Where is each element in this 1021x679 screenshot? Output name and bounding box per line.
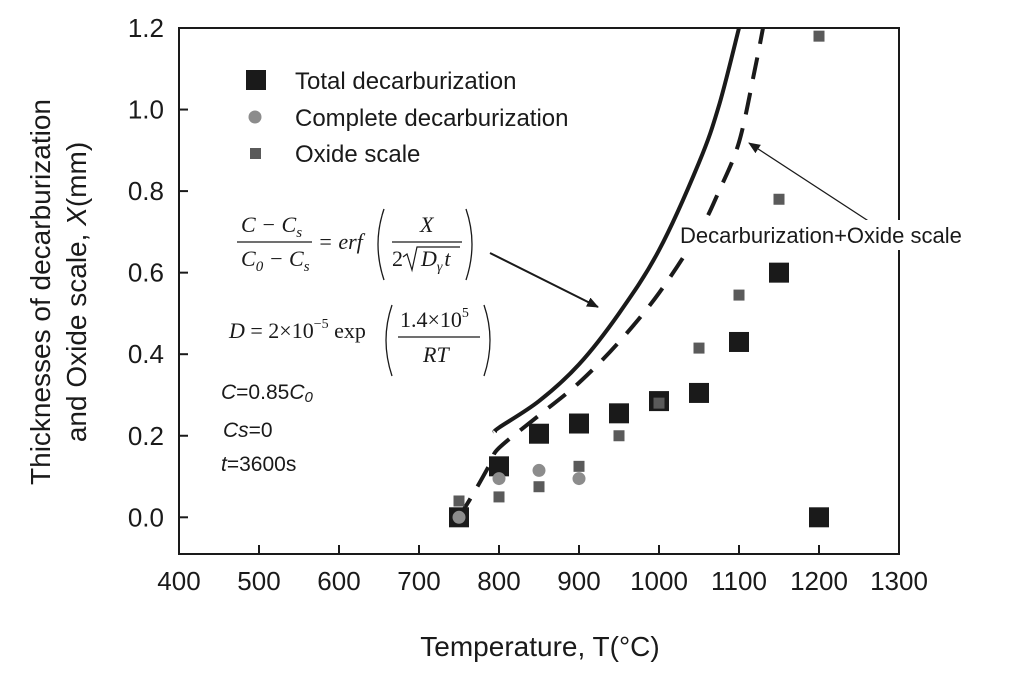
model-curves xyxy=(457,27,765,519)
x-tick-label: 600 xyxy=(317,566,360,596)
data-points xyxy=(449,30,829,528)
legend-marker-oxide xyxy=(250,148,261,159)
point-total-decarburization xyxy=(809,507,829,528)
y-tick-label: 0.2 xyxy=(128,421,164,451)
point-oxide-scale xyxy=(653,397,665,409)
point-oxide-scale xyxy=(733,289,745,301)
point-oxide-scale xyxy=(493,491,505,503)
x-axis-title: Temperature, T(°C) xyxy=(420,631,659,662)
curve-dashed xyxy=(457,27,765,519)
legend: Total decarburization Complete decarburi… xyxy=(246,68,568,168)
legend-label-complete: Complete decarburization xyxy=(295,105,568,132)
legend-marker-complete xyxy=(248,110,262,124)
point-total-decarburization xyxy=(689,382,709,403)
param-cs: Cs=0 xyxy=(223,419,273,442)
svg-text:1.4×105: 1.4×105 xyxy=(400,306,469,332)
point-total-decarburization xyxy=(569,413,589,434)
point-total-decarburization xyxy=(609,403,629,424)
legend-label-total: Total decarburization xyxy=(295,68,516,95)
y-axis-ticks: 0.0 0.2 0.4 0.6 0.8 1.0 1.2 xyxy=(128,13,188,532)
y-tick-label: 0.0 xyxy=(128,502,164,532)
x-axis-ticks: 400 500 600 700 800 900 1000 1100 1200 1300 xyxy=(157,545,928,596)
point-total-decarburization xyxy=(489,456,509,477)
formula-erf: C − Cs C0 − Cs = erf X 2 Dγt xyxy=(237,208,473,281)
svg-text:RT: RT xyxy=(422,342,450,367)
y-tick-label: 0.8 xyxy=(128,176,164,206)
y-tick-label: 1.0 xyxy=(128,95,164,125)
plot-frame xyxy=(178,27,900,555)
point-complete-decarburization xyxy=(532,463,546,477)
x-tick-label: 1100 xyxy=(711,566,767,596)
x-tick-label: 500 xyxy=(237,566,280,596)
x-tick-label: 1300 xyxy=(870,566,928,596)
y-tick-label: 1.2 xyxy=(128,13,164,43)
svg-text:C0 − Cs: C0 − Cs xyxy=(241,246,310,275)
curve-solid xyxy=(492,27,741,434)
point-total-decarburization xyxy=(729,331,749,352)
point-oxide-scale xyxy=(613,430,625,442)
formula-arrow xyxy=(489,252,599,308)
point-oxide-scale xyxy=(813,30,825,42)
x-tick-label: 1200 xyxy=(790,566,848,596)
decarb-oxide-label-bg xyxy=(676,220,1016,250)
y-tick-label: 0.4 xyxy=(128,339,164,369)
x-tick-label: 700 xyxy=(397,566,440,596)
point-oxide-scale xyxy=(533,481,545,493)
point-oxide-scale xyxy=(693,342,705,354)
point-complete-decarburization xyxy=(452,510,466,524)
x-tick-label: 400 xyxy=(157,566,200,596)
formula-diffusion: D = 2×10−5 exp 1.4×105 RT xyxy=(228,304,491,377)
legend-marker-total xyxy=(246,70,266,90)
x-tick-label: 900 xyxy=(557,566,600,596)
point-oxide-scale xyxy=(453,495,465,507)
point-total-decarburization xyxy=(529,423,549,444)
y-axis-title-line1: Thicknesses of decarburization xyxy=(25,99,56,485)
x-tick-label: 1000 xyxy=(630,566,688,596)
point-total-decarburization xyxy=(769,262,789,283)
legend-label-oxide: Oxide scale xyxy=(295,141,420,168)
x-tick-label: 800 xyxy=(477,566,520,596)
svg-text:X: X xyxy=(419,212,435,237)
svg-text:D = 2×10−5 exp: D = 2×10−5 exp xyxy=(228,317,366,343)
svg-text:2: 2 xyxy=(392,246,403,271)
param-t: t=3600s xyxy=(221,453,296,476)
decarb-oxide-label: Decarburization+Oxide scale xyxy=(680,223,962,248)
y-tick-label: 0.6 xyxy=(128,258,164,288)
point-complete-decarburization xyxy=(492,472,506,486)
decarb-oxide-arrow xyxy=(748,142,871,223)
y-axis-title-line2: and Oxide scale, X(mm) xyxy=(61,142,92,442)
svg-text:= erf: = erf xyxy=(318,229,366,254)
param-c: C=0.85C0 xyxy=(221,381,313,406)
point-oxide-scale xyxy=(773,193,785,205)
point-complete-decarburization xyxy=(572,472,586,486)
parameter-annotations: C=0.85C0 Cs=0 t=3600s xyxy=(221,381,313,476)
svg-text:C − Cs: C − Cs xyxy=(241,212,302,241)
svg-text:Dγt: Dγt xyxy=(420,246,451,275)
point-oxide-scale xyxy=(573,460,585,472)
